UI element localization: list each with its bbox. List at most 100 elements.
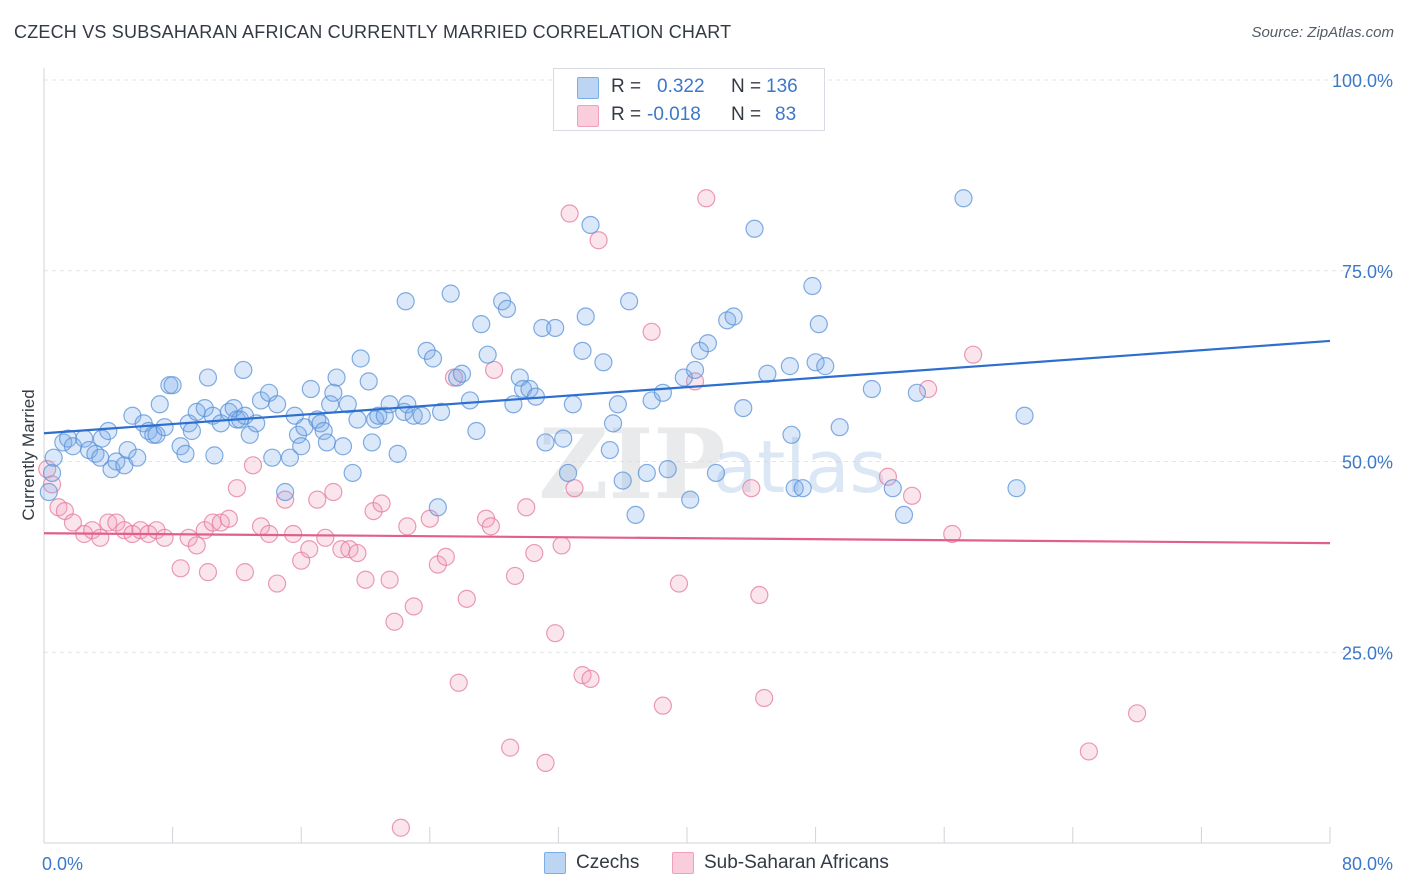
point bbox=[1015, 406, 1034, 425]
series-czechs bbox=[39, 189, 1034, 525]
point bbox=[964, 345, 983, 364]
point bbox=[608, 395, 627, 414]
point bbox=[243, 456, 263, 475]
point bbox=[118, 440, 137, 460]
point bbox=[308, 490, 327, 509]
legend-r-label: R = bbox=[611, 76, 642, 97]
point bbox=[552, 536, 571, 555]
y-tick-label: 50.0% bbox=[1342, 453, 1393, 473]
point bbox=[338, 395, 357, 414]
y-tick-label: 75.0% bbox=[1342, 262, 1393, 282]
point bbox=[333, 437, 353, 456]
point bbox=[343, 463, 362, 483]
legend-swatch-czechs bbox=[544, 852, 566, 874]
point bbox=[883, 479, 902, 498]
point bbox=[467, 421, 486, 441]
point bbox=[436, 547, 455, 566]
y-axis-label: Currently Married bbox=[19, 389, 38, 520]
series-sub-saharan-africans bbox=[38, 189, 1147, 837]
point bbox=[954, 189, 973, 208]
point bbox=[460, 391, 480, 410]
point bbox=[155, 418, 174, 437]
point bbox=[240, 425, 259, 444]
x-tick-label: 80.0% bbox=[1342, 854, 1393, 874]
point bbox=[525, 543, 544, 563]
point bbox=[276, 482, 295, 502]
point bbox=[44, 448, 63, 467]
point bbox=[91, 528, 110, 547]
trend-line-0 bbox=[43, 339, 1331, 435]
point bbox=[348, 543, 367, 563]
point bbox=[750, 585, 769, 605]
point bbox=[441, 284, 460, 303]
point bbox=[481, 517, 500, 536]
point bbox=[517, 498, 536, 517]
point bbox=[176, 444, 195, 463]
point bbox=[594, 353, 613, 372]
point bbox=[830, 418, 849, 437]
point bbox=[478, 345, 497, 364]
legend-n-value: 136 bbox=[766, 76, 798, 97]
point bbox=[724, 307, 743, 326]
point bbox=[396, 292, 415, 311]
point bbox=[653, 383, 672, 402]
point bbox=[388, 444, 407, 463]
point bbox=[385, 612, 404, 631]
point bbox=[39, 482, 58, 502]
point bbox=[565, 479, 584, 498]
legend-n-value: 83 bbox=[775, 104, 797, 125]
point bbox=[782, 425, 801, 444]
point bbox=[734, 398, 753, 418]
point bbox=[391, 818, 410, 837]
legend-n-label: N = bbox=[731, 104, 762, 125]
point bbox=[1127, 704, 1147, 723]
point bbox=[398, 517, 417, 536]
point bbox=[198, 368, 218, 387]
point bbox=[351, 349, 370, 368]
point bbox=[150, 395, 169, 414]
point bbox=[685, 360, 705, 380]
chart-title: CZECH VS SUBSAHARAN AFRICAN CURRENTLY MA… bbox=[14, 22, 732, 42]
point bbox=[919, 379, 938, 399]
trend-lines bbox=[43, 339, 1331, 545]
point bbox=[681, 490, 700, 509]
point bbox=[613, 471, 632, 490]
point bbox=[42, 463, 62, 483]
point bbox=[669, 574, 689, 593]
point bbox=[276, 490, 295, 509]
point bbox=[187, 536, 206, 555]
point bbox=[412, 406, 431, 425]
point bbox=[324, 383, 343, 402]
point bbox=[816, 357, 835, 376]
point bbox=[745, 219, 764, 238]
point bbox=[372, 494, 391, 513]
point bbox=[533, 318, 552, 338]
point bbox=[431, 402, 451, 422]
point bbox=[163, 376, 182, 395]
point bbox=[317, 433, 337, 452]
point bbox=[603, 414, 623, 433]
point bbox=[546, 318, 565, 338]
point bbox=[288, 425, 308, 444]
legend-swatch-czechs bbox=[577, 77, 599, 99]
point bbox=[324, 482, 343, 502]
point bbox=[600, 440, 619, 460]
point bbox=[63, 513, 83, 532]
legend-series: Czechs Sub-Saharan Africans bbox=[0, 852, 1406, 878]
point bbox=[128, 448, 147, 467]
point bbox=[658, 460, 677, 479]
point bbox=[428, 498, 447, 517]
legend-item-sub-saharan: Sub-Saharan Africans bbox=[672, 852, 889, 874]
point bbox=[155, 528, 174, 547]
point bbox=[314, 421, 333, 441]
point bbox=[755, 688, 774, 708]
point bbox=[316, 528, 335, 547]
point bbox=[758, 364, 777, 383]
point bbox=[894, 505, 914, 525]
point bbox=[219, 509, 238, 528]
point bbox=[780, 357, 799, 376]
point bbox=[284, 524, 303, 544]
point bbox=[327, 368, 346, 387]
point bbox=[626, 505, 645, 525]
point bbox=[359, 372, 378, 391]
